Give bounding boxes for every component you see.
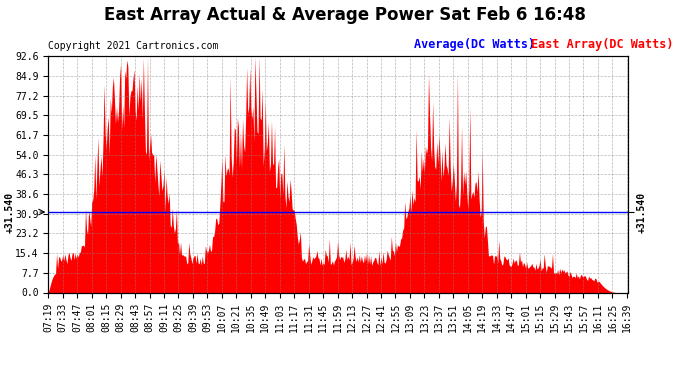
Text: Average(DC Watts): Average(DC Watts) <box>414 38 535 51</box>
Text: East Array Actual & Average Power Sat Feb 6 16:48: East Array Actual & Average Power Sat Fe… <box>104 6 586 24</box>
Text: Copyright 2021 Cartronics.com: Copyright 2021 Cartronics.com <box>48 40 219 51</box>
Text: +31.540: +31.540 <box>4 192 14 232</box>
Text: East Array(DC Watts): East Array(DC Watts) <box>531 38 674 51</box>
